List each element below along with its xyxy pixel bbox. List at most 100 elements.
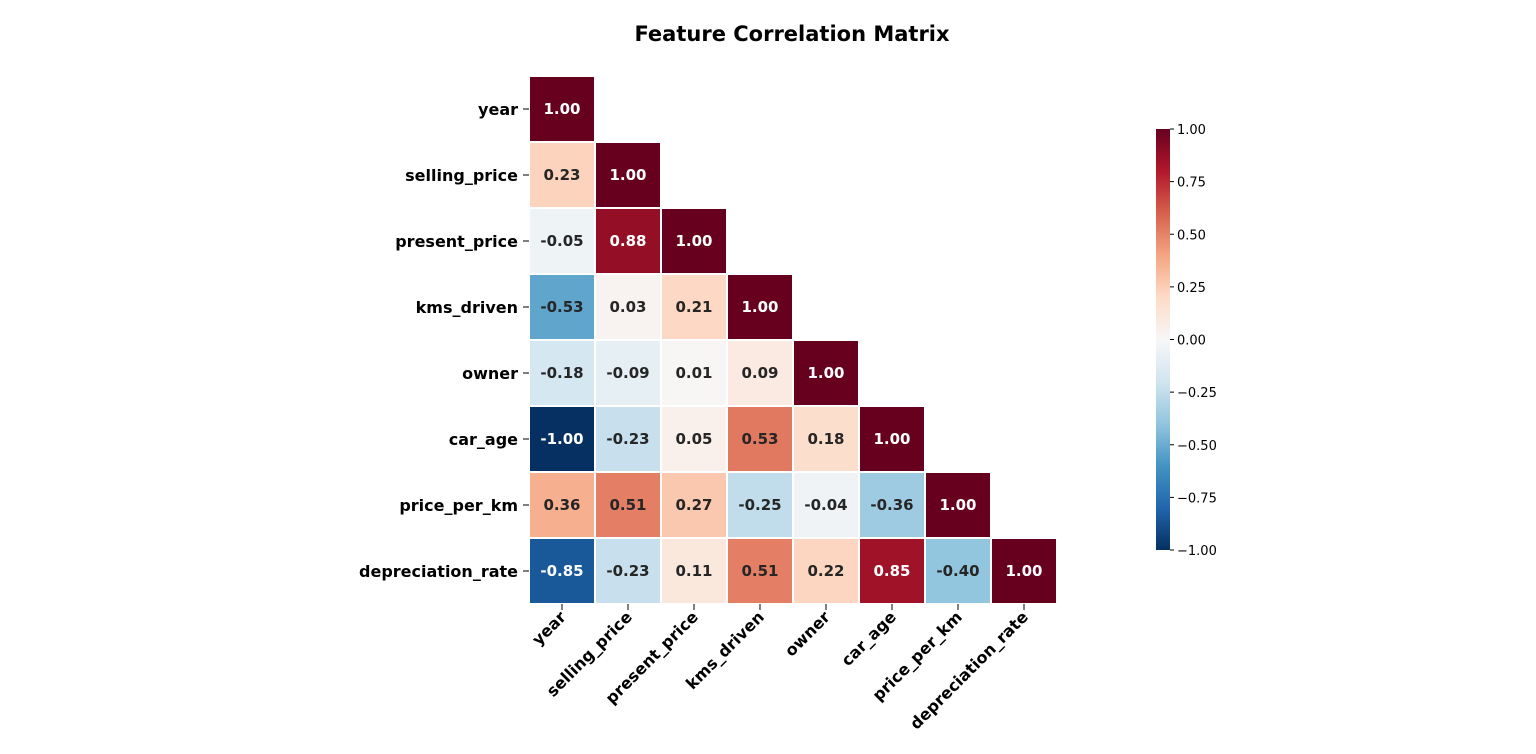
heatmap-cell-price_per_km-car_age — [860, 473, 924, 537]
heatmap-cell-owner-kms_driven — [728, 341, 792, 405]
chart-title: Feature Correlation Matrix — [634, 22, 950, 46]
cell-value-label: -1.00 — [540, 430, 583, 448]
heatmap-cell-kms_driven-year — [530, 275, 594, 339]
cell-value-label: 0.09 — [741, 364, 778, 382]
colorbar-tick-label: −0.75 — [1177, 491, 1217, 506]
cell-value-label: 0.51 — [741, 562, 778, 580]
heatmap-cell-car_age-owner — [794, 407, 858, 471]
colorbar-tick-label: −1.00 — [1177, 544, 1217, 559]
y-tick-label: kms_driven — [416, 298, 518, 317]
colorbar-tick-label: −0.25 — [1177, 386, 1217, 401]
cell-value-label: 0.22 — [807, 562, 844, 580]
heatmap-cell-car_age-kms_driven — [728, 407, 792, 471]
heatmap-cell-price_per_km-owner — [794, 473, 858, 537]
x-tick-label: depreciation_rate — [906, 607, 1032, 733]
heatmap-cell-car_age-selling_price — [596, 407, 660, 471]
colorbar-tick-label: −0.50 — [1177, 439, 1217, 454]
heatmap-cell-car_age-car_age — [860, 407, 924, 471]
x-tick-label: car_age — [837, 607, 900, 670]
cell-value-label: -0.23 — [606, 562, 649, 580]
cell-value-label: 0.01 — [675, 364, 712, 382]
cell-value-label: 0.23 — [543, 166, 580, 184]
colorbar-tick-label: 0.50 — [1177, 228, 1206, 243]
cell-value-label: 1.00 — [543, 100, 580, 118]
cell-value-label: -0.18 — [540, 364, 583, 382]
cell-value-label: 0.21 — [675, 298, 712, 316]
cell-value-label: 0.27 — [675, 496, 712, 514]
heatmap-cell-depreciation_rate-selling_price — [596, 539, 660, 603]
heatmap-cell-kms_driven-present_price — [662, 275, 726, 339]
colorbar-gradient — [1156, 129, 1170, 550]
cell-value-label: -0.09 — [606, 364, 649, 382]
heatmap-cell-selling_price-selling_price — [596, 143, 660, 207]
cell-value-label: 1.00 — [1005, 562, 1042, 580]
heatmap-cell-depreciation_rate-depreciation_rate — [992, 539, 1056, 603]
heatmap-cell-owner-owner — [794, 341, 858, 405]
cell-value-label: 0.36 — [543, 496, 580, 514]
heatmap-cell-depreciation_rate-owner — [794, 539, 858, 603]
y-tick-label: car_age — [449, 430, 518, 449]
heatmap-cell-depreciation_rate-present_price — [662, 539, 726, 603]
heatmap-cell-year-year — [530, 77, 594, 141]
x-axis: yearselling_pricepresent_pricekms_driven… — [528, 604, 1032, 733]
y-tick-label: selling_price — [405, 166, 518, 185]
cell-value-label: 0.51 — [609, 496, 646, 514]
heatmap-cell-car_age-year — [530, 407, 594, 471]
y-tick-label: owner — [462, 364, 518, 383]
heatmap-cell-price_per_km-kms_driven — [728, 473, 792, 537]
cell-value-label: -0.23 — [606, 430, 649, 448]
colorbar-tick-label: 0.25 — [1177, 281, 1206, 296]
cell-value-label: 0.53 — [741, 430, 778, 448]
cell-value-label: 0.05 — [675, 430, 712, 448]
heatmap-cell-price_per_km-year — [530, 473, 594, 537]
heatmap-cell-kms_driven-selling_price — [596, 275, 660, 339]
heatmap-cell-owner-present_price — [662, 341, 726, 405]
colorbar-tick-label: 0.75 — [1177, 176, 1206, 191]
cell-value-label: -0.25 — [738, 496, 781, 514]
cell-value-label: 0.03 — [609, 298, 646, 316]
y-tick-label: present_price — [395, 232, 518, 251]
heatmap-cell-present_price-selling_price — [596, 209, 660, 273]
heatmap-cell-depreciation_rate-year — [530, 539, 594, 603]
cell-value-label: -0.04 — [804, 496, 847, 514]
colorbar: 1.00 0.75 0.50 0.25 0.00 −0.25 −0.50 −0.75 −1.00 — [1156, 123, 1217, 559]
cell-value-label: 1.00 — [741, 298, 778, 316]
heatmap-cell-depreciation_rate-price_per_km — [926, 539, 990, 603]
heatmap-cell-price_per_km-price_per_km — [926, 473, 990, 537]
heatmap-cell-kms_driven-kms_driven — [728, 275, 792, 339]
cell-value-label: -0.85 — [540, 562, 583, 580]
cell-value-label: -0.40 — [936, 562, 979, 580]
cell-value-label: 0.18 — [807, 430, 844, 448]
heatmap-cell-price_per_km-selling_price — [596, 473, 660, 537]
heatmap-cell-depreciation_rate-car_age — [860, 539, 924, 603]
x-tick-label: year — [528, 607, 570, 649]
y-tick-label: price_per_km — [399, 496, 518, 515]
cell-value-label: 0.11 — [675, 562, 712, 580]
heatmap-cell-car_age-present_price — [662, 407, 726, 471]
cell-value-label: -0.36 — [870, 496, 913, 514]
cell-value-label: 1.00 — [807, 364, 844, 382]
heatmap-cell-price_per_km-present_price — [662, 473, 726, 537]
heatmap-cell-owner-selling_price — [596, 341, 660, 405]
heatmap-cell-present_price-present_price — [662, 209, 726, 273]
colorbar-tick-label: 1.00 — [1177, 123, 1206, 138]
x-tick-label: owner — [781, 607, 834, 660]
y-tick-label: depreciation_rate — [359, 562, 518, 581]
heatmap-cell-present_price-year — [530, 209, 594, 273]
heatmap-cell-selling_price-year — [530, 143, 594, 207]
cell-value-label: 1.00 — [873, 430, 910, 448]
heatmap-cell-depreciation_rate-kms_driven — [728, 539, 792, 603]
cell-value-label: -0.05 — [540, 232, 583, 250]
heatmap-cell-owner-year — [530, 341, 594, 405]
heatmap-cells: 1.00 0.23 1.00 -0.05 0.88 1.00 -0.53 0.03 0.21 1.… — [530, 77, 1056, 603]
y-tick-label: year — [478, 100, 518, 119]
y-axis: year selling_price present_price kms_driven… — [359, 100, 529, 581]
cell-value-label: 1.00 — [939, 496, 976, 514]
cell-value-label: 1.00 — [609, 166, 646, 184]
colorbar-tick-label: 0.00 — [1177, 334, 1206, 349]
cell-value-label: 0.85 — [873, 562, 910, 580]
cell-value-label: -0.53 — [540, 298, 583, 316]
cell-value-label: 0.88 — [609, 232, 646, 250]
cell-value-label: 1.00 — [675, 232, 712, 250]
